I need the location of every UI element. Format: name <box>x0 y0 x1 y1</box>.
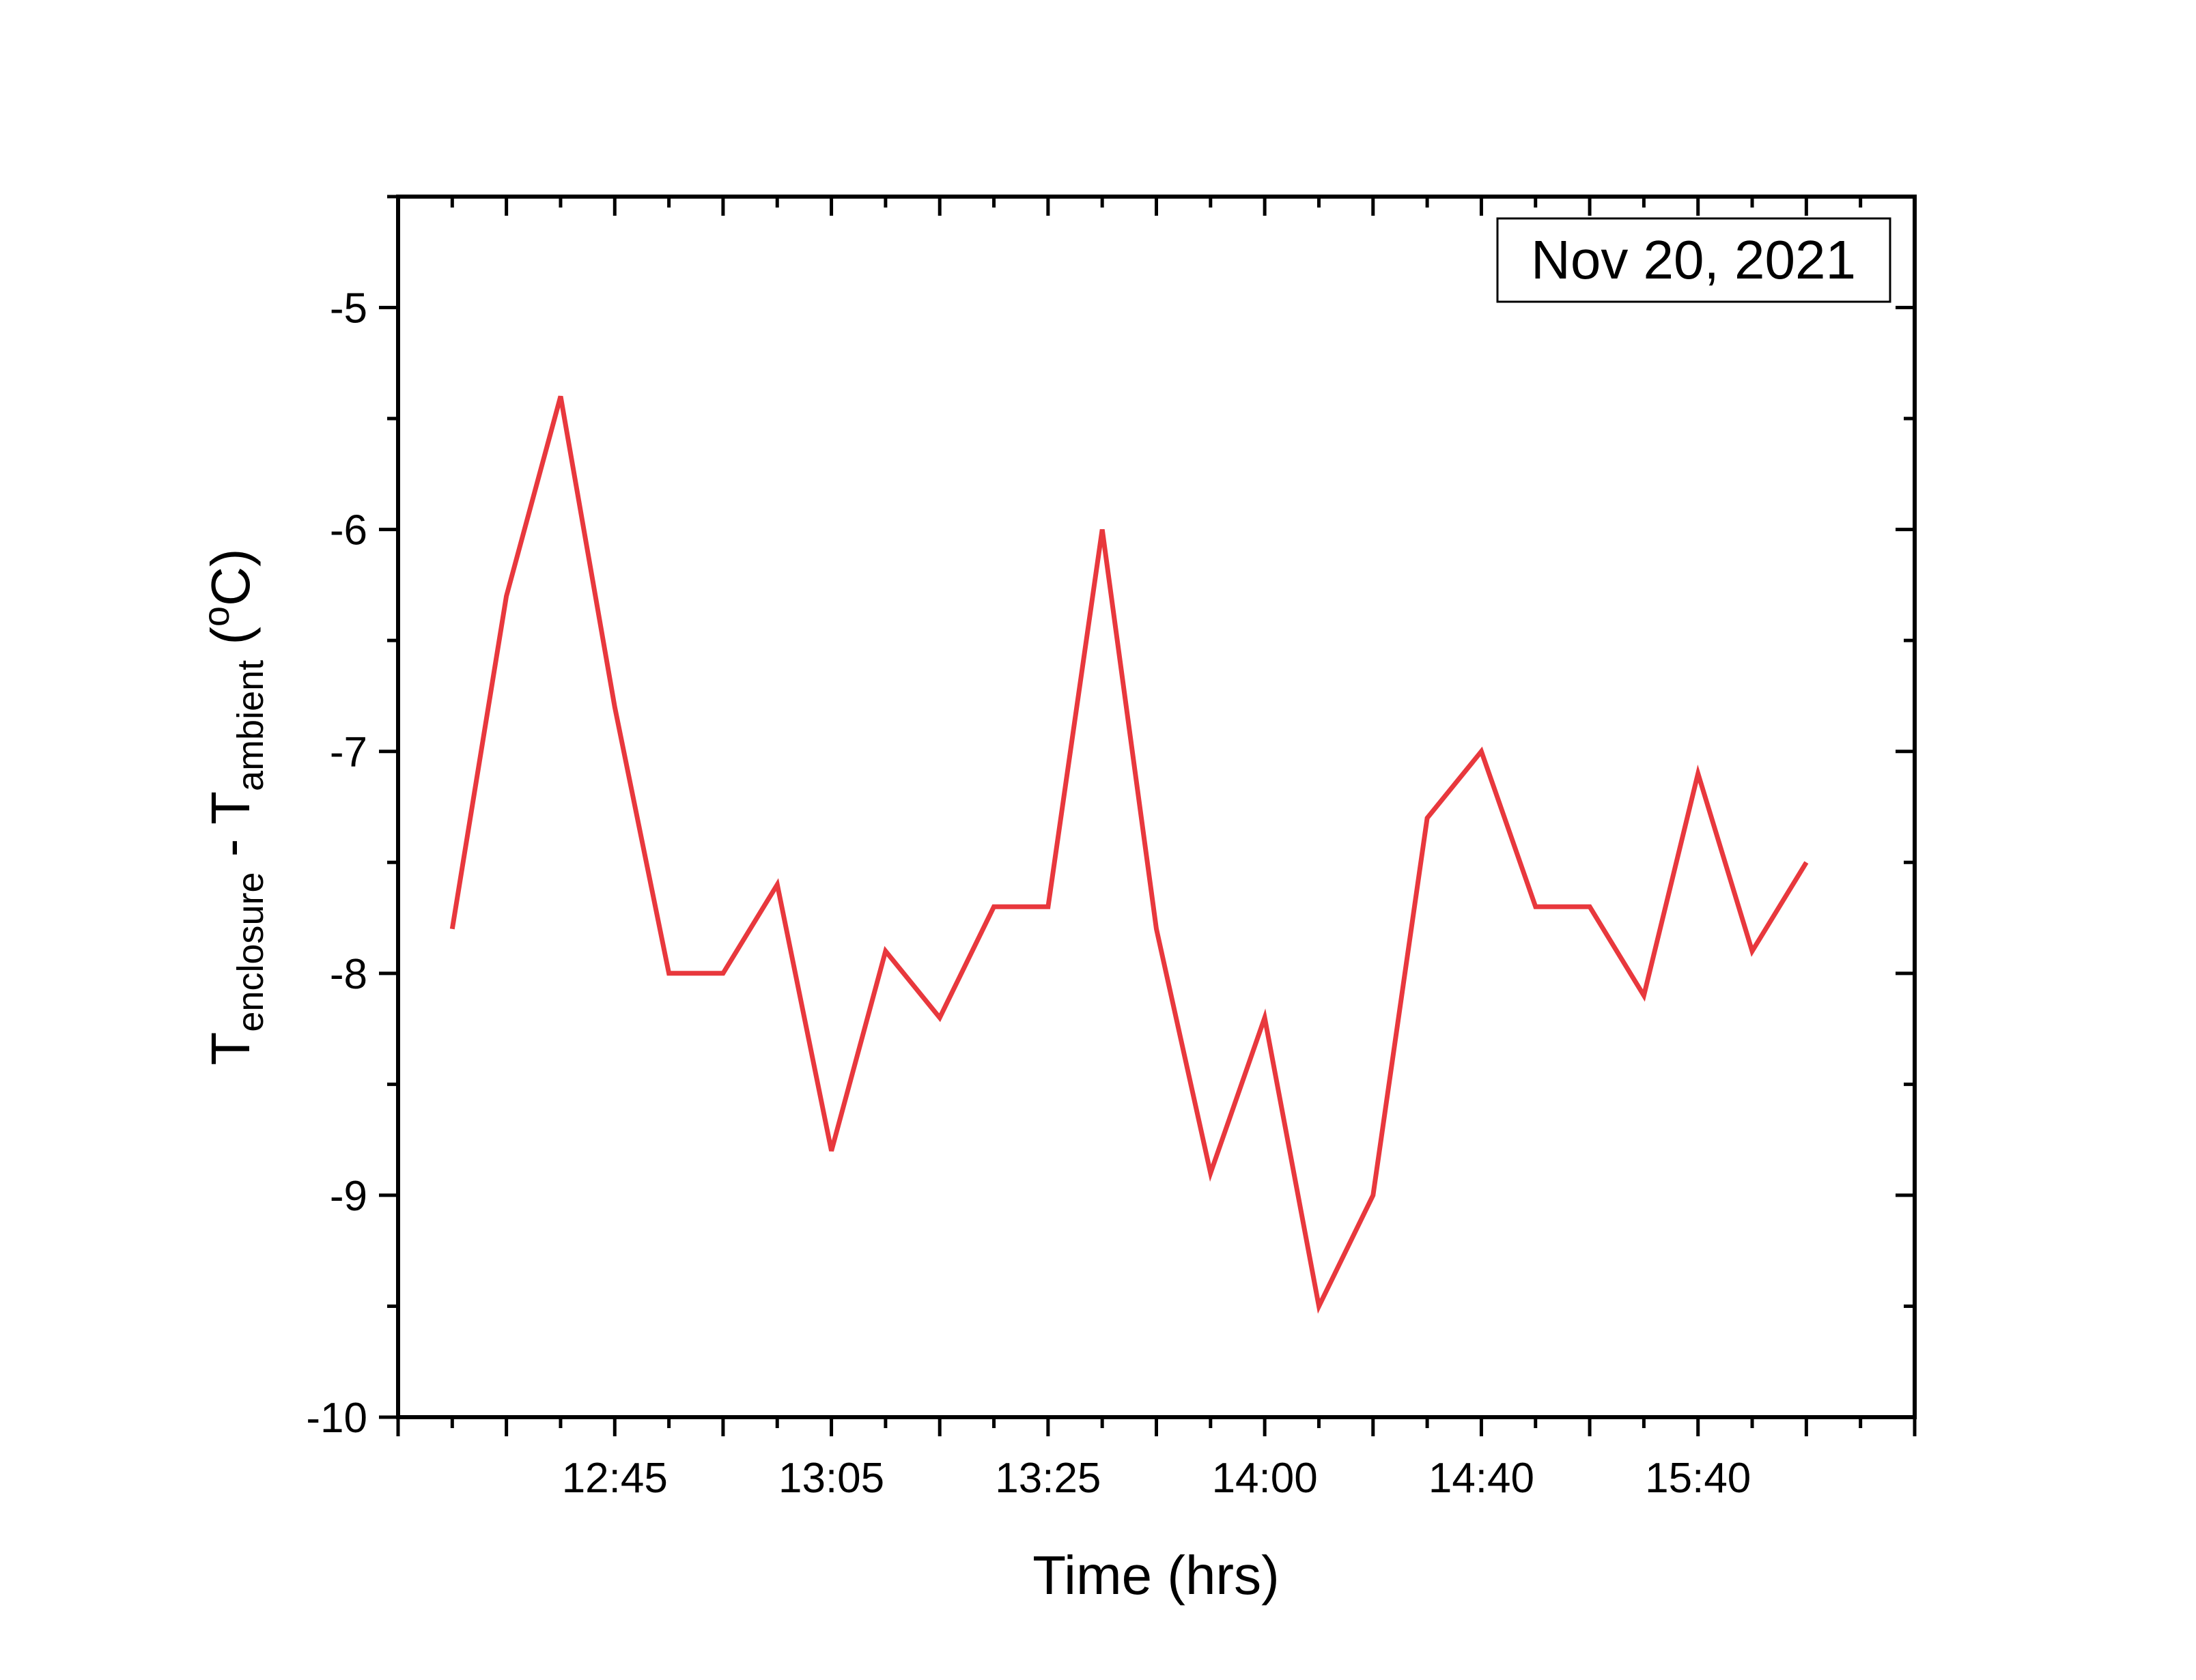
annotation-box: Nov 20, 2021 <box>1496 217 1891 303</box>
y-tick-label: -5 <box>330 285 367 332</box>
y-axis-title: Tenclosure - Tambient (oC) <box>196 549 271 1066</box>
y-title-main1: T <box>200 1032 261 1066</box>
annotation-frame <box>1496 217 1891 303</box>
y-tick-label: -6 <box>330 507 367 554</box>
y-tick-label: -9 <box>330 1173 367 1220</box>
y-title-unit-post: C) <box>200 549 261 606</box>
x-tick-label: 12:45 <box>562 1455 668 1502</box>
x-tick-label: 13:05 <box>778 1455 884 1502</box>
axis-ticks <box>379 195 1917 1436</box>
y-title-unit-sup: o <box>196 606 237 627</box>
plot-frame <box>396 195 1917 1419</box>
x-tick-label: 13:25 <box>995 1455 1101 1502</box>
series-line <box>449 395 1809 1314</box>
x-tick-label: 15:40 <box>1645 1455 1751 1502</box>
y-title-sub1: enclosure <box>230 872 271 1031</box>
annotation-text: Nov 20, 2021 <box>1531 229 1856 290</box>
y-tick-label: -10 <box>306 1395 367 1442</box>
x-tick-label: 14:00 <box>1212 1455 1318 1502</box>
tick-labels: -10 -9 -8 -7 -6 -5 12:45 13:05 13:25 14:00 14:40 15… <box>306 285 1751 1502</box>
y-title-unit-pre: ( <box>200 627 261 660</box>
y-title-sub2: ambient <box>230 660 271 791</box>
y-title-mid: - T <box>200 791 261 872</box>
x-tick-label: 14:40 <box>1428 1455 1534 1502</box>
y-tick-label: -7 <box>330 729 367 776</box>
y-tick-label: -8 <box>330 951 367 998</box>
x-axis-title: Time (hrs) <box>1032 1545 1279 1606</box>
